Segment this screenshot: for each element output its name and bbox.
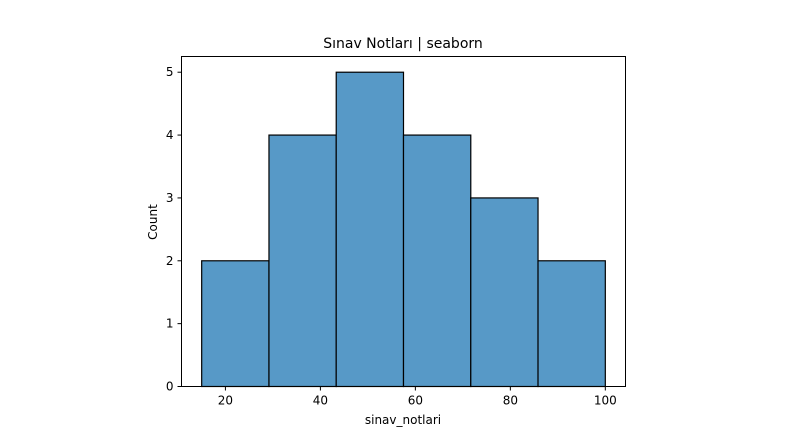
y-tick-label: 5 bbox=[166, 65, 174, 79]
y-tick-label: 4 bbox=[166, 128, 174, 142]
histogram-bars bbox=[201, 71, 606, 388]
histogram-bar-5 bbox=[470, 197, 539, 388]
y-tick-label: 0 bbox=[166, 380, 174, 394]
y-axis-ticks: 0 1 2 3 4 5 bbox=[166, 65, 182, 394]
y-tick-label: 2 bbox=[166, 254, 174, 268]
plot-frame bbox=[181, 56, 626, 387]
y-tick-label: 3 bbox=[166, 191, 174, 205]
histogram-bar-6 bbox=[537, 260, 606, 388]
x-tick-label: 60 bbox=[408, 394, 423, 408]
x-axis-ticks: 20 40 60 80 100 bbox=[218, 386, 617, 408]
histogram-bar-1 bbox=[201, 260, 270, 388]
x-tick-label: 80 bbox=[503, 394, 518, 408]
y-axis-label: Count bbox=[146, 204, 160, 240]
x-axis-label: sinav_notlari bbox=[365, 413, 441, 427]
histogram-bar-3 bbox=[335, 71, 405, 388]
chart-title: Sınav Notları | seaborn bbox=[323, 36, 483, 52]
histogram-bar-2 bbox=[268, 134, 337, 388]
x-tick-label: 100 bbox=[594, 394, 617, 408]
histogram-bar-4 bbox=[402, 134, 472, 388]
y-tick-label: 1 bbox=[166, 317, 174, 331]
x-tick-label: 20 bbox=[218, 394, 233, 408]
x-tick-label: 40 bbox=[313, 394, 328, 408]
